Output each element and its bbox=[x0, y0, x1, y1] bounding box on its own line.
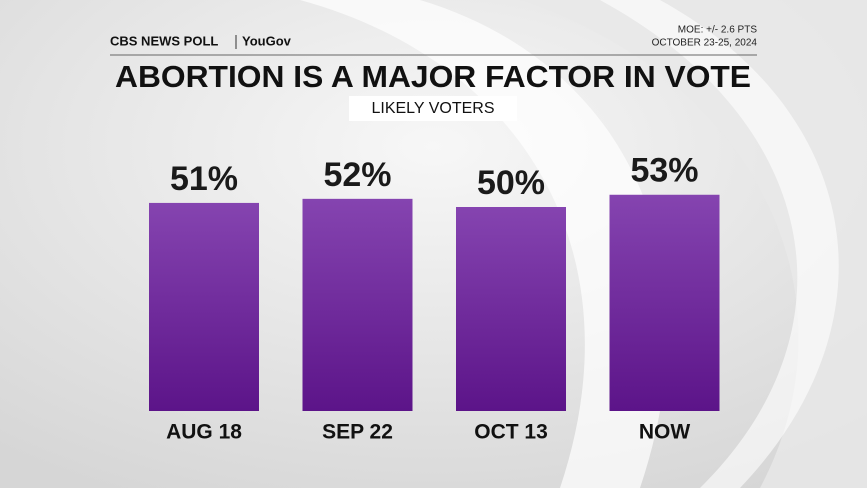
chart-title: ABORTION IS A MAJOR FACTOR IN VOTE bbox=[115, 59, 751, 94]
value-label: 52% bbox=[323, 156, 391, 194]
swoosh bbox=[300, 0, 668, 488]
x-tick-label: OCT 13 bbox=[474, 421, 548, 444]
x-tick-label: SEP 22 bbox=[322, 421, 393, 444]
swoosh bbox=[600, 0, 839, 488]
bar bbox=[609, 194, 720, 411]
subtitle: LIKELY VOTERS bbox=[371, 100, 494, 117]
bar bbox=[149, 202, 259, 411]
partner: YouGov bbox=[242, 33, 292, 48]
value-label: 50% bbox=[477, 164, 545, 202]
bar bbox=[456, 207, 566, 411]
x-tick-label: NOW bbox=[639, 421, 691, 444]
brand: CBS NEWS POLL bbox=[110, 33, 218, 48]
x-tick-label: AUG 18 bbox=[166, 421, 242, 444]
dates: OCTOBER 23-25, 2024 bbox=[652, 38, 758, 49]
moe: MOE: +/- 2.6 PTS bbox=[678, 25, 758, 36]
value-label: 53% bbox=[630, 152, 698, 190]
value-label: 51% bbox=[170, 160, 238, 198]
bar bbox=[302, 198, 413, 411]
subtitle-box bbox=[349, 96, 517, 121]
